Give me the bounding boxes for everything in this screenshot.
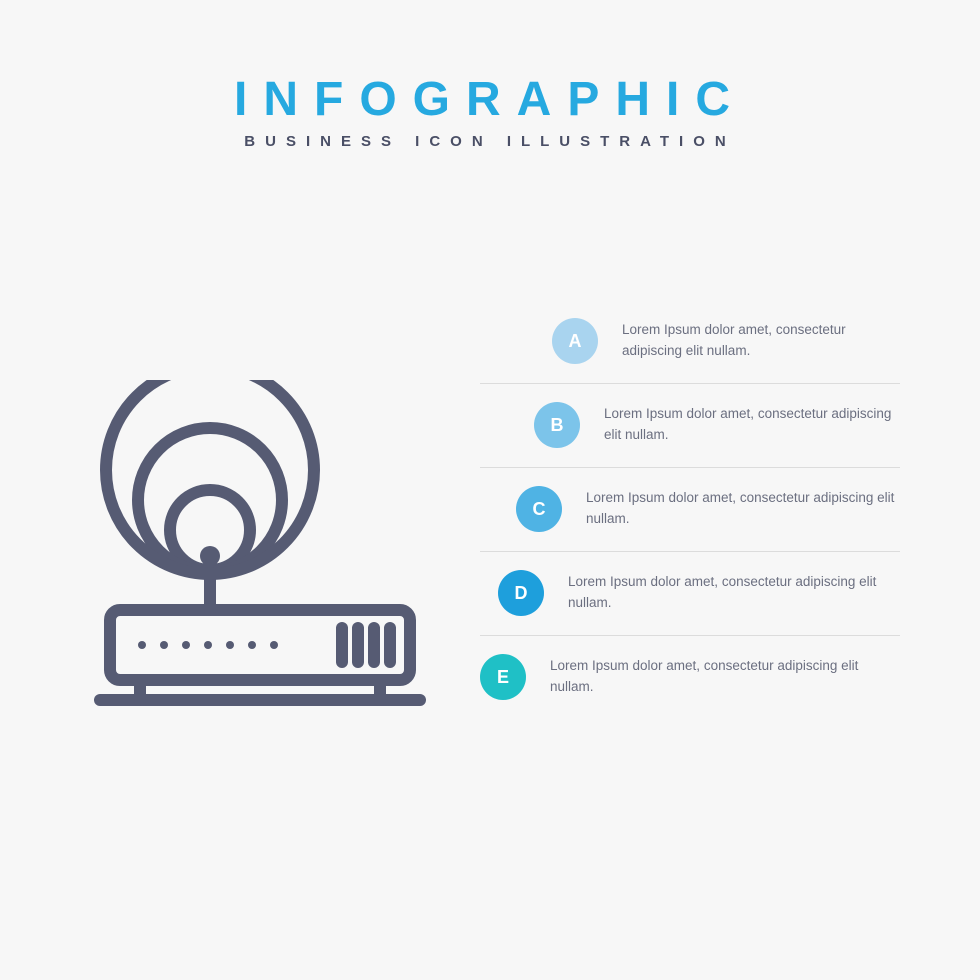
step-e: E Lorem Ipsum dolor amet, consectetur ad… [480,636,900,720]
content-area: A Lorem Ipsum dolor amet, consectetur ad… [0,300,980,860]
step-badge-d: D [498,570,544,616]
header: INFOGRAPHIC BUSINESS ICON ILLUSTRATION [0,0,980,150]
step-text-b: Lorem Ipsum dolor amet, consectetur adip… [604,398,900,446]
step-badge-c: C [516,486,562,532]
page-title: INFOGRAPHIC [0,72,980,127]
router-icon [80,380,440,740]
step-text-c: Lorem Ipsum dolor amet, consectetur adip… [586,482,900,530]
step-a: A Lorem Ipsum dolor amet, consectetur ad… [480,300,900,384]
step-b: B Lorem Ipsum dolor amet, consectetur ad… [480,384,900,468]
step-badge-b: B [534,402,580,448]
step-c: C Lorem Ipsum dolor amet, consectetur ad… [480,468,900,552]
step-text-e: Lorem Ipsum dolor amet, consectetur adip… [550,650,900,698]
step-text-d: Lorem Ipsum dolor amet, consectetur adip… [568,566,900,614]
step-text-a: Lorem Ipsum dolor amet, consectetur adip… [622,314,900,362]
steps-list: A Lorem Ipsum dolor amet, consectetur ad… [480,300,900,720]
step-d: D Lorem Ipsum dolor amet, consectetur ad… [480,552,900,636]
step-badge-a: A [552,318,598,364]
page-subtitle: BUSINESS ICON ILLUSTRATION [0,133,980,150]
step-badge-e: E [480,654,526,700]
router-svg [80,380,440,740]
